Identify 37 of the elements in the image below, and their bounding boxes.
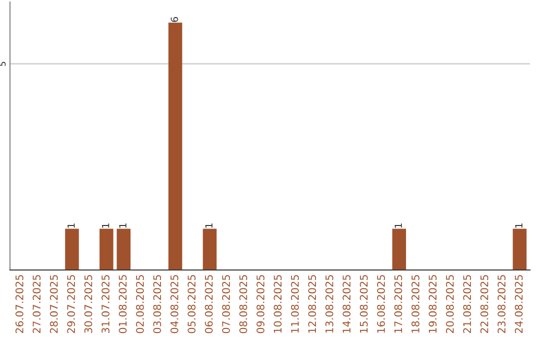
x-tick-label: 11.08.2025 xyxy=(290,275,299,333)
x-tick-label: 16.08.2025 xyxy=(377,275,385,333)
data-label: 1 xyxy=(119,223,126,228)
x-tick-label: 10.08.2025 xyxy=(274,275,282,333)
x-tick-label: 30.07.2025 xyxy=(84,275,92,334)
x-tick-label: 01.08.2025 xyxy=(118,275,127,334)
x-tick-label: 13.08.2025 xyxy=(325,275,334,333)
x-tick-label: 29.07.2025 xyxy=(67,275,76,334)
data-label: 6 xyxy=(170,17,178,22)
data-label: 1 xyxy=(68,223,75,228)
x-tick-label: 09.08.2025 xyxy=(256,275,264,334)
x-tick-label: 15.08.2025 xyxy=(360,275,368,333)
x-tick-label: 20.08.2025 xyxy=(446,275,454,334)
x-tick-label: 22.08.2025 xyxy=(480,275,488,334)
x-tick-label: 23.08.2025 xyxy=(498,275,506,334)
x-tick-label: 31.07.2025 xyxy=(102,275,110,334)
x-tick-label: 05.08.2025 xyxy=(188,275,196,334)
x-tick-label: 19.08.2025 xyxy=(428,275,437,333)
x-tick-label: 17.08.2025 xyxy=(394,275,402,333)
x-tick-label: 21.08.2025 xyxy=(463,275,472,334)
x-tick-label: 02.08.2025 xyxy=(136,275,144,334)
x-tick-label: 18.08.2025 xyxy=(412,275,420,333)
x-tick-label: 04.08.2025 xyxy=(170,275,178,334)
x-tick-label: 03.08.2025 xyxy=(153,275,162,334)
data-label: 1 xyxy=(205,223,212,228)
x-tick-label: 27.07.2025 xyxy=(32,275,41,334)
x-tick-label: 28.07.2025 xyxy=(50,275,58,334)
data-label: 1 xyxy=(102,223,110,228)
x-tick-label: 07.08.2025 xyxy=(222,275,230,334)
x-tick-label: 12.08.2025 xyxy=(308,275,316,333)
x-tick-label: 08.08.2025 xyxy=(239,275,248,334)
data-label: 1 xyxy=(515,223,522,228)
x-tick-label: 24.08.2025 xyxy=(514,275,523,334)
x-tick-label: 06.08.2025 xyxy=(204,275,213,334)
data-label: 1 xyxy=(394,223,402,228)
x-tick-label: 14.08.2025 xyxy=(342,275,351,333)
x-tick-label: 26.07.2025 xyxy=(15,275,24,334)
